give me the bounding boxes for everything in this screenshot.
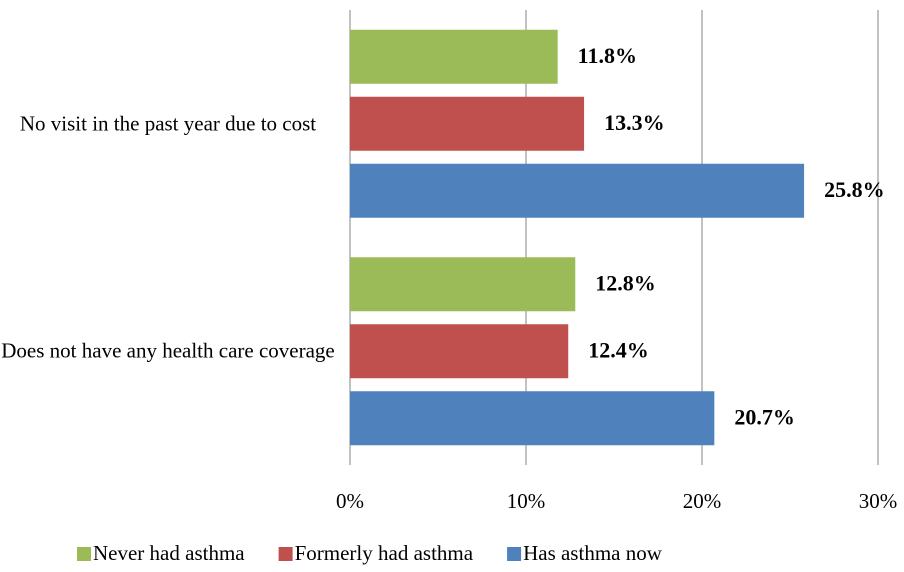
x-tick-label: 10% [507,489,546,513]
x-tick-label: 30% [859,489,898,513]
category-label: No visit in the past year due to cost [19,111,317,136]
bar [350,324,569,379]
bar [350,163,805,218]
value-label: 13.3% [604,110,665,135]
legend-label: Formerly had asthma [295,541,474,565]
bar [350,257,576,312]
bar [350,96,585,151]
x-tick-label: 0% [336,489,364,513]
value-label: 12.4% [588,337,649,362]
value-label: 20.7% [734,404,795,429]
legend-swatch [77,547,91,561]
legend-swatch [507,547,522,561]
legend-label: Never had asthma [93,541,245,565]
value-label: 25.8% [824,177,885,202]
legend-swatch [278,547,293,561]
category-label: Does not have any health care coverage [1,338,335,363]
bar [350,391,715,446]
value-label: 11.8% [578,43,637,68]
legend-label: Has asthma now [523,541,663,565]
value-label: 12.8% [595,270,656,295]
x-tick-label: 20% [683,489,722,513]
bar [350,29,558,84]
